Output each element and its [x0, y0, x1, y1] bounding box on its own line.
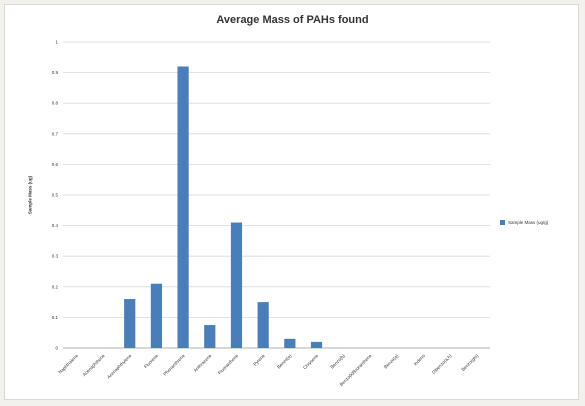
y-tick-label: 1: [55, 40, 58, 45]
bar: [284, 338, 296, 348]
legend: Sample Mass (ug/g): [500, 220, 548, 225]
x-tick-label: Benzo(b): [329, 353, 346, 370]
y-tick-label: 0.6: [52, 162, 59, 167]
y-tick-label: 0.7: [52, 131, 59, 136]
y-tick-label: 0.8: [52, 101, 59, 106]
bar: [150, 283, 163, 348]
y-tick-label: 0.2: [52, 284, 59, 289]
y-tick-label: 0.3: [52, 254, 59, 259]
bar: [257, 302, 269, 348]
y-tick-label: 0.4: [52, 223, 59, 228]
y-tick-label: 0.5: [52, 193, 59, 198]
x-tick-label: Acenaphthylene: [106, 353, 133, 380]
x-tick-label: Fluoranthene: [217, 353, 240, 376]
x-tick-label: Phenanthrene: [162, 353, 186, 377]
bar: [310, 341, 323, 348]
bar: [124, 299, 136, 348]
x-tick-label: Pyrene: [252, 353, 266, 367]
chart-frame: [4, 4, 579, 400]
x-tick-label: Dibenzo(a,h): [431, 353, 453, 375]
x-tick-label: Naphthalene: [57, 353, 79, 375]
y-tick-label: 0: [55, 346, 58, 351]
chart-title: Average Mass of PAHs found: [216, 14, 369, 26]
x-tick-label: Benzo(a): [276, 353, 293, 370]
y-tick-label: 0.9: [52, 70, 59, 75]
x-tick-label: Anthracene: [193, 353, 213, 373]
x-tick-label: Indeno: [413, 353, 427, 367]
x-tick-label: Benzo(ghi): [460, 353, 479, 372]
x-tick-label: Chrysene: [302, 353, 320, 371]
legend-label: Sample Mass (ug/g): [508, 220, 549, 225]
x-tick-label: Benzo(a): [383, 353, 400, 370]
bar: [204, 325, 216, 348]
bar: [177, 66, 189, 348]
x-tick-label: Acenaphthene: [82, 353, 106, 377]
y-tick-label: 0.1: [52, 315, 59, 320]
x-tick-label: Fluorene: [143, 353, 159, 369]
legend-swatch: [500, 220, 505, 225]
bar: [230, 222, 243, 348]
